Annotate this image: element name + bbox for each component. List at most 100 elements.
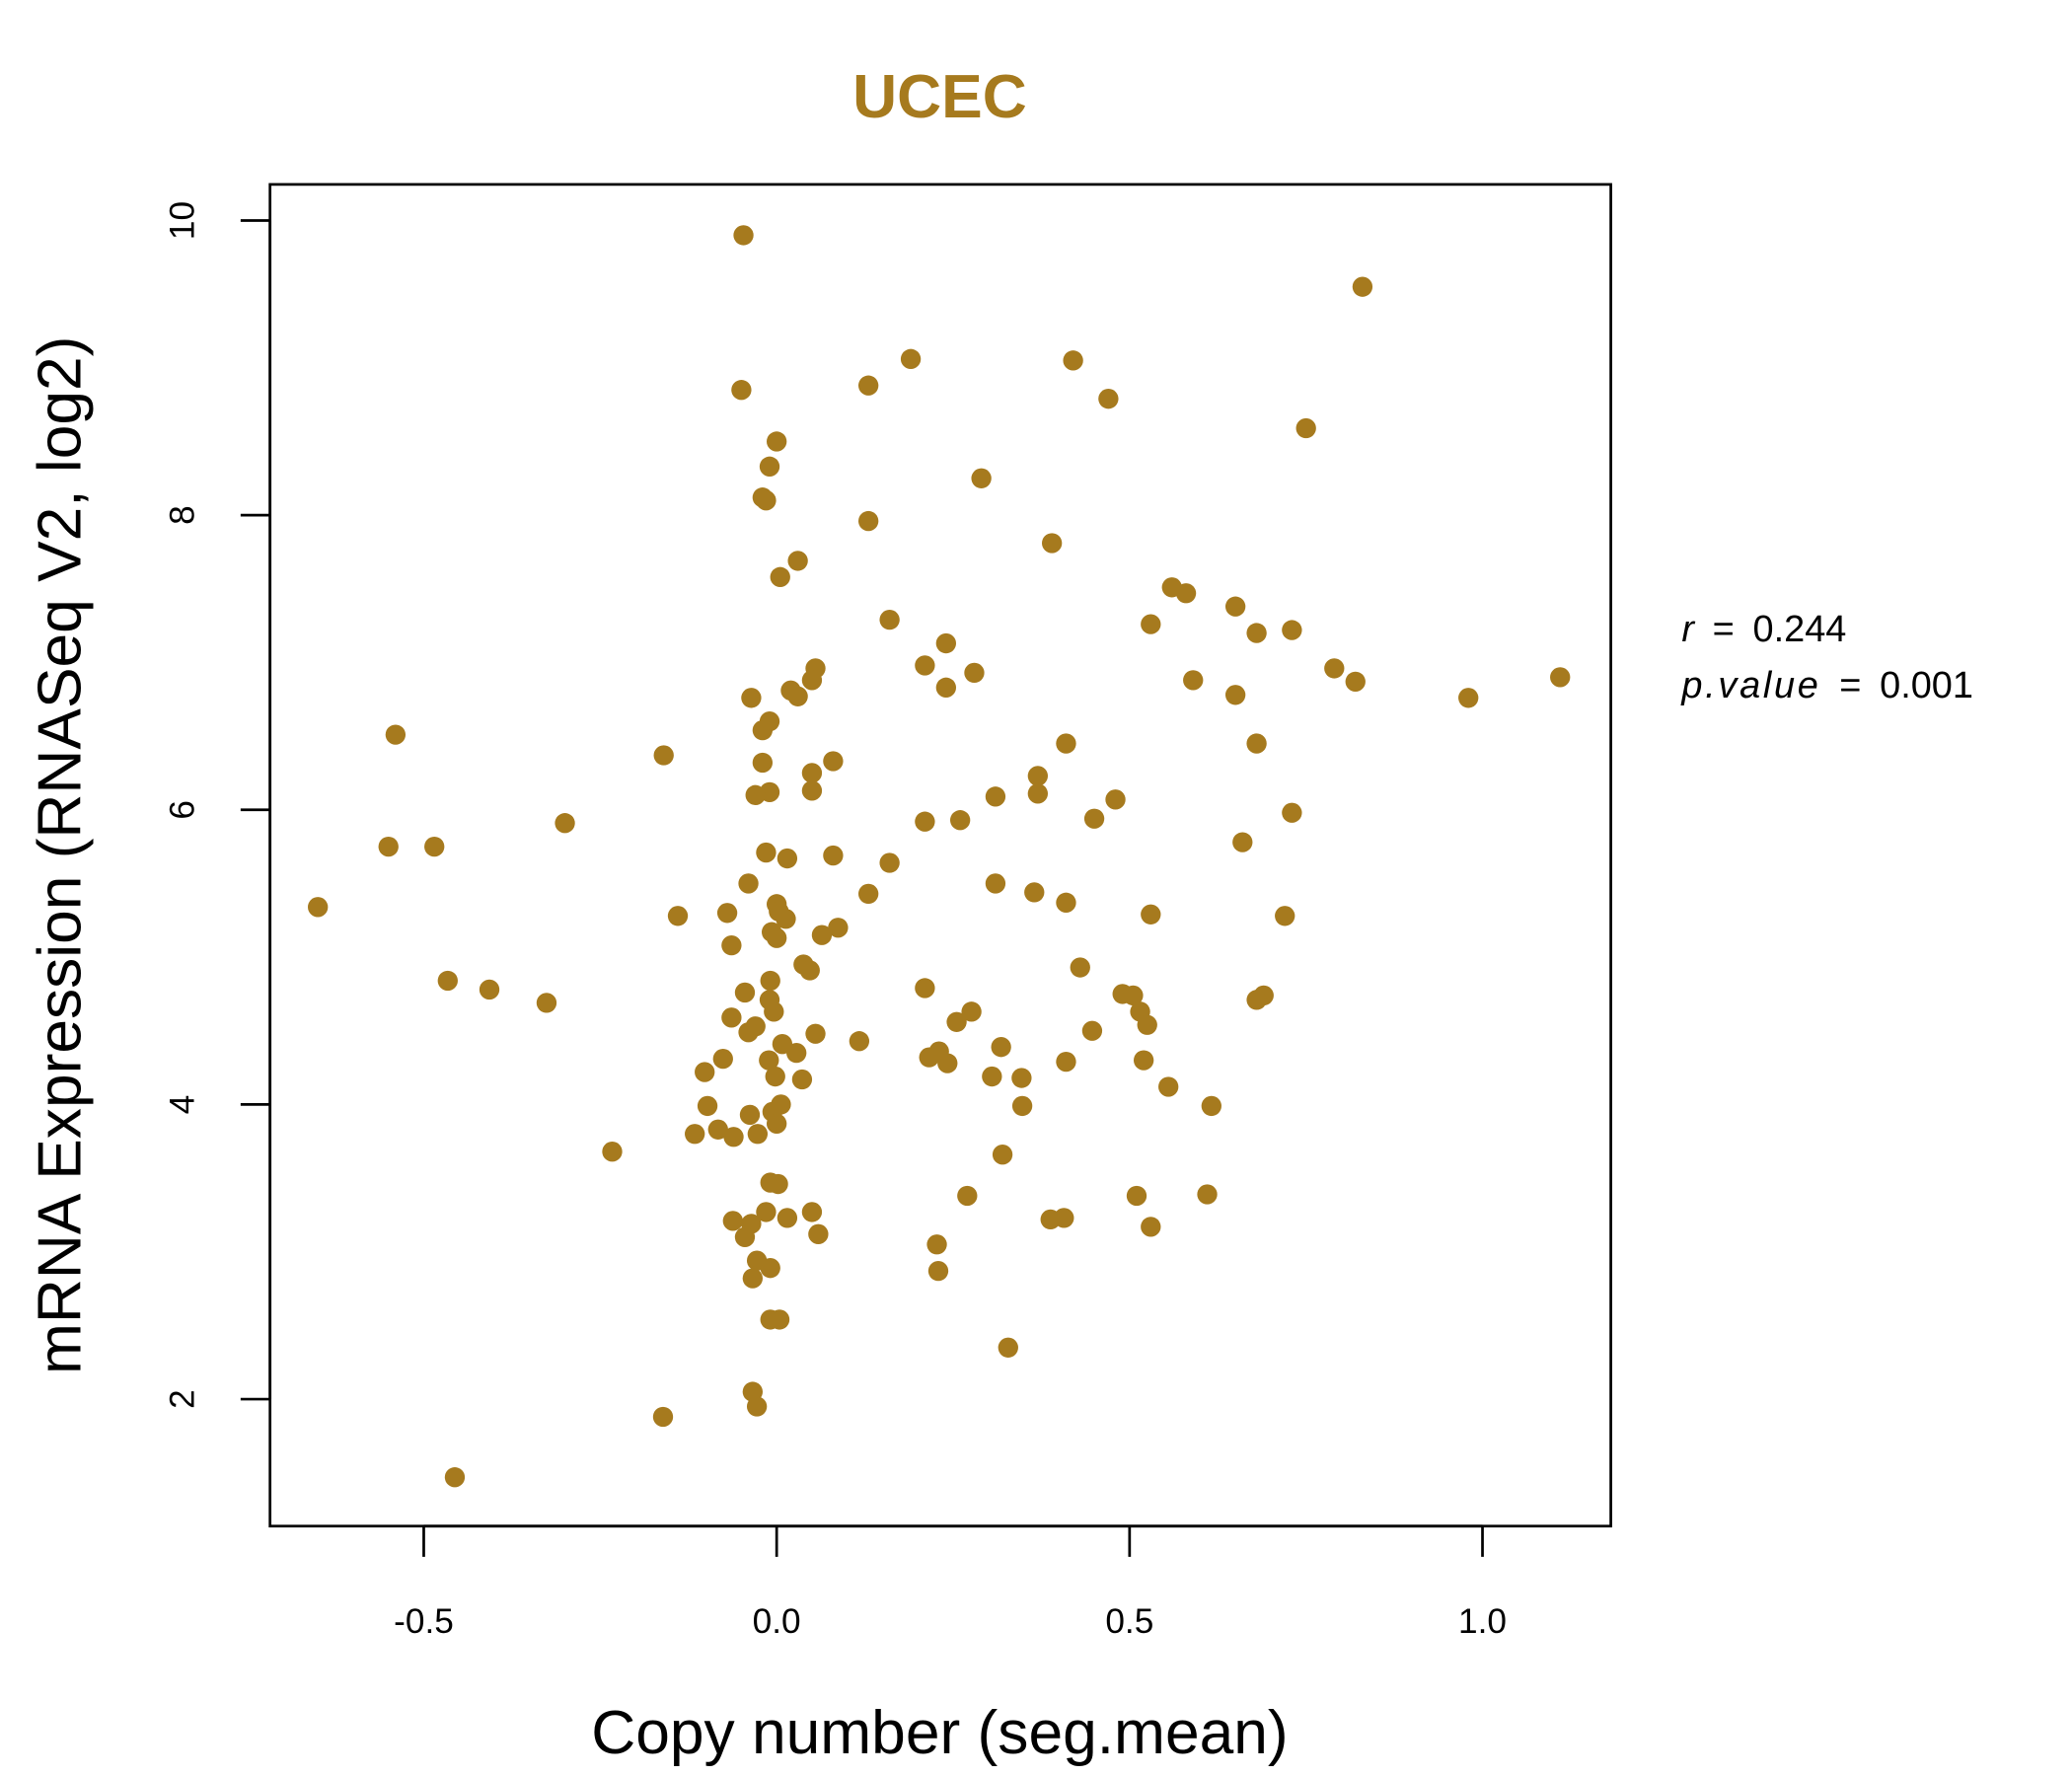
data-point: [857, 883, 879, 905]
data-point: [716, 903, 738, 924]
data-point: [759, 456, 780, 478]
data-point: [1246, 733, 1267, 754]
data-point: [915, 811, 935, 832]
data-point: [752, 752, 774, 774]
plot-frame: [268, 183, 1612, 1528]
data-point: [308, 897, 329, 918]
data-point: [1141, 904, 1161, 925]
y-tick-label: 10: [163, 201, 201, 240]
data-point: [1024, 882, 1045, 903]
data-point: [985, 873, 1006, 894]
data-point: [1056, 892, 1076, 913]
data-point: [767, 927, 787, 948]
data-point: [1040, 1209, 1061, 1230]
data-point: [653, 745, 674, 766]
svg-text:r = 0.244: r = 0.244: [1681, 609, 1846, 650]
data-point: [935, 677, 957, 698]
data-point: [1352, 276, 1373, 297]
data-point: [378, 836, 399, 857]
data-point: [739, 1104, 761, 1126]
data-point: [764, 1001, 784, 1022]
data-point: [733, 225, 754, 246]
data-point: [721, 1007, 742, 1028]
data-point: [695, 1062, 715, 1082]
data-point: [770, 566, 790, 587]
data-point: [991, 1037, 1011, 1058]
data-point: [1295, 417, 1316, 439]
p-value: 0.001: [1880, 665, 1973, 706]
data-point: [760, 970, 780, 992]
data-point: [1550, 667, 1571, 688]
data-point: [787, 686, 808, 706]
data-point: [823, 845, 844, 866]
data-point: [1275, 906, 1295, 926]
data-point: [1011, 1068, 1032, 1088]
data-point: [787, 551, 808, 571]
data-point: [1063, 350, 1083, 371]
correlation-annotation: r = 0.244 p.value = 0.001: [1680, 609, 1973, 706]
data-point: [1011, 1095, 1033, 1117]
y-axis-title: mRNA Expression (RNASeq V2, log2): [26, 336, 94, 1374]
data-point: [915, 655, 935, 676]
data-point: [1158, 1076, 1179, 1097]
y-axis: 2 4 6 8 10: [163, 201, 272, 1409]
data-point: [801, 780, 823, 801]
data-point: [828, 918, 849, 938]
data-point: [1081, 1020, 1103, 1041]
data-point: [777, 1208, 798, 1228]
x-axis-title: Copy number (seg.mean): [591, 1699, 1288, 1767]
svg-text:p.value = 0.001: p.value = 0.001: [1680, 665, 1973, 706]
data-point: [555, 813, 575, 834]
data-point: [746, 1396, 768, 1417]
data-point: [971, 468, 992, 488]
data-point: [723, 1127, 744, 1147]
data-point: [1282, 802, 1302, 823]
data-point: [767, 1113, 787, 1134]
data-point: [998, 1337, 1018, 1358]
data-point: [759, 1050, 779, 1071]
data-point: [879, 609, 900, 630]
data-point: [937, 1053, 958, 1073]
data-point: [741, 688, 762, 708]
data-point: [857, 375, 879, 396]
data-point: [801, 1202, 823, 1222]
data-point: [738, 873, 759, 894]
data-point: [1324, 658, 1345, 679]
data-point: [1345, 671, 1366, 693]
x-tick-label: 0.0: [753, 1602, 801, 1641]
y-tick-label: 4: [163, 1095, 201, 1115]
chart-title: UCEC: [852, 63, 1027, 131]
data-point: [734, 1226, 756, 1247]
y-tick-label: 6: [163, 800, 201, 820]
data-point: [731, 380, 752, 401]
data-point: [765, 1066, 785, 1087]
data-point: [879, 852, 900, 873]
data-point: [1246, 623, 1267, 643]
data-point: [849, 1031, 870, 1052]
data-point: [808, 1223, 829, 1244]
data-point: [900, 348, 922, 369]
y-tick-label: 2: [163, 1389, 201, 1409]
data-point: [1083, 808, 1105, 829]
data-point: [776, 909, 796, 929]
data-point: [935, 632, 957, 654]
data-point: [756, 490, 777, 511]
data-point: [801, 670, 823, 691]
data-point: [1027, 766, 1049, 786]
data-point: [1105, 789, 1126, 810]
data-point: [1041, 533, 1063, 554]
data-point: [823, 751, 844, 772]
data-point: [742, 1268, 764, 1289]
x-tick-label: -0.5: [394, 1602, 454, 1641]
data-point: [805, 1023, 826, 1044]
x-tick-label: 1.0: [1458, 1602, 1507, 1641]
data-point: [769, 1309, 790, 1330]
data-point: [926, 1234, 947, 1255]
data-point: [1224, 685, 1246, 705]
data-point: [1126, 1185, 1147, 1207]
data-point: [1183, 670, 1204, 691]
data-point: [756, 842, 777, 863]
data-point: [444, 1467, 466, 1488]
data-point: [964, 662, 985, 684]
data-point: [1027, 783, 1049, 804]
